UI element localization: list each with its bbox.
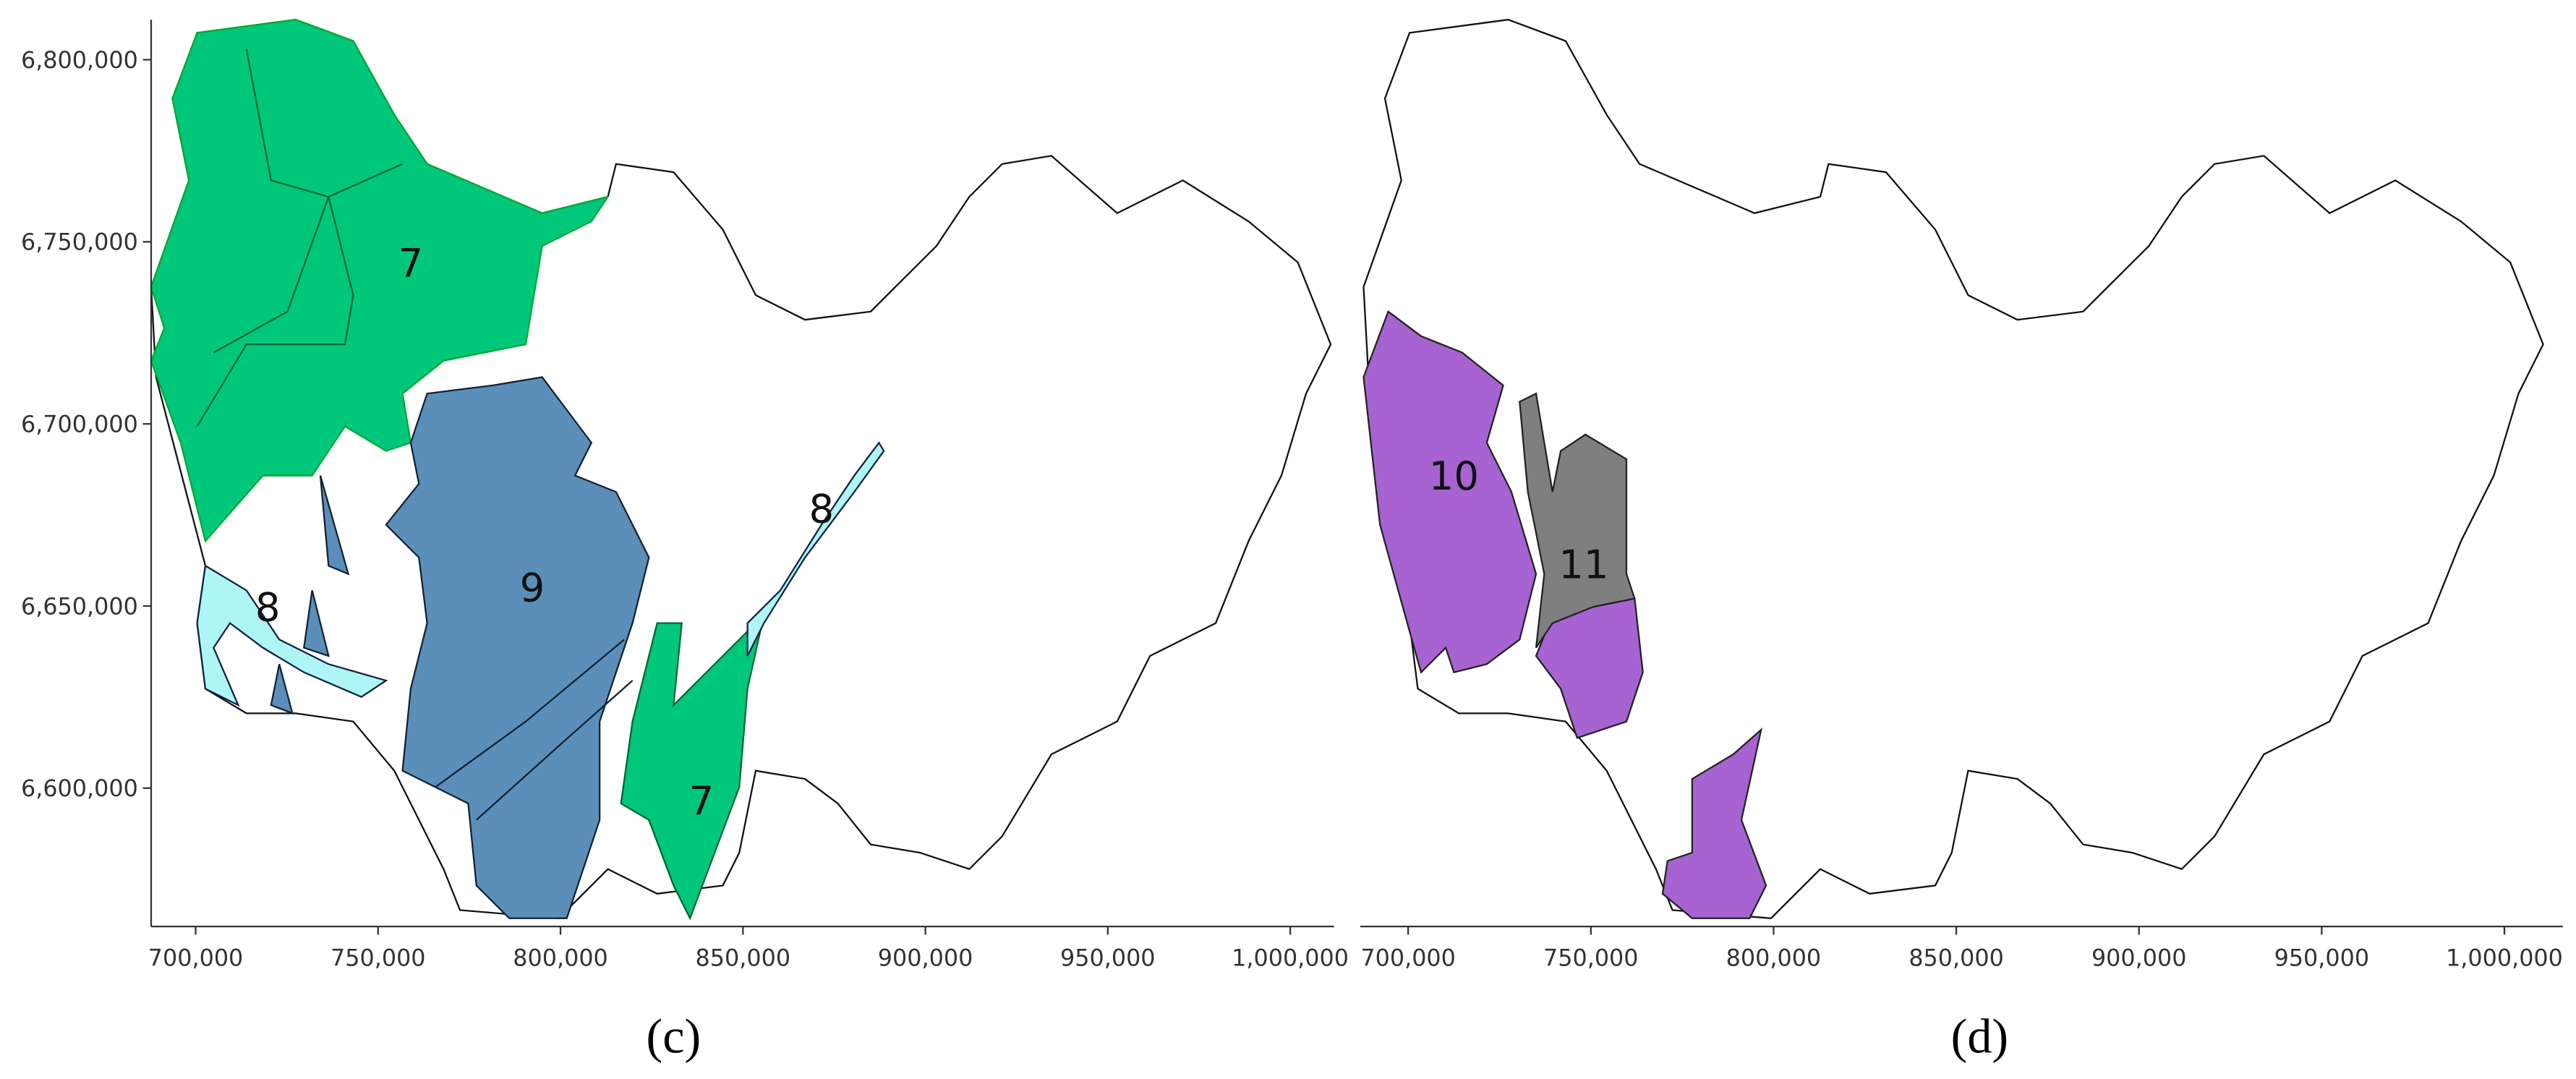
zone-8	[746, 441, 885, 657]
panel-caption: (c)	[647, 1009, 701, 1064]
panel-d-map: 10 11	[1362, 19, 2544, 919]
region-label: 8	[255, 584, 281, 631]
x-tick-label: 750,000	[1543, 946, 1638, 972]
zone-9-part	[270, 475, 350, 715]
x-tick-label: 900,000	[878, 946, 973, 972]
y-tick-label: 6,600,000	[21, 776, 138, 802]
panel-c-map: 7 9 8 8 7	[150, 19, 1332, 921]
x-tick-label: 1,000,000	[2446, 946, 2563, 972]
x-tick-label: 900,000	[2091, 946, 2186, 972]
x-tick-label: 750,000	[330, 946, 425, 972]
zone-10	[1661, 727, 1767, 919]
x-tick-label: 1,000,000	[1232, 946, 1349, 972]
region-label: 10	[1429, 453, 1479, 499]
x-tick-label: 800,000	[513, 946, 607, 972]
y-tick-label: 6,700,000	[21, 412, 138, 438]
region-label: 7	[398, 239, 424, 286]
y-tick-label: 6,800,000	[21, 48, 138, 74]
region-label: 8	[809, 486, 834, 532]
zone-10	[1362, 310, 1538, 674]
zone-8	[196, 564, 388, 707]
panel-caption: (d)	[1951, 1009, 2008, 1064]
region-label: 7	[689, 777, 715, 824]
x-tick-label: 800,000	[1726, 946, 1821, 972]
x-tick-label: 950,000	[1060, 946, 1155, 972]
y-tick-label: 6,650,000	[21, 594, 138, 620]
x-tick-label: 850,000	[1908, 946, 2003, 972]
sub-boundary	[435, 639, 634, 821]
zone-7	[620, 612, 766, 921]
x-tick-label: 850,000	[696, 946, 790, 972]
zone-9	[385, 376, 650, 919]
x-tick-label: 700,000	[1360, 946, 1455, 972]
region-label: 11	[1558, 542, 1608, 588]
sub-boundary	[196, 48, 404, 427]
y-tick-label: 6,750,000	[21, 230, 138, 256]
zone-11	[1519, 392, 1636, 649]
x-tick-label: 950,000	[2274, 946, 2369, 972]
x-tick-label: 700,000	[148, 946, 243, 972]
region-label: 9	[520, 564, 545, 610]
